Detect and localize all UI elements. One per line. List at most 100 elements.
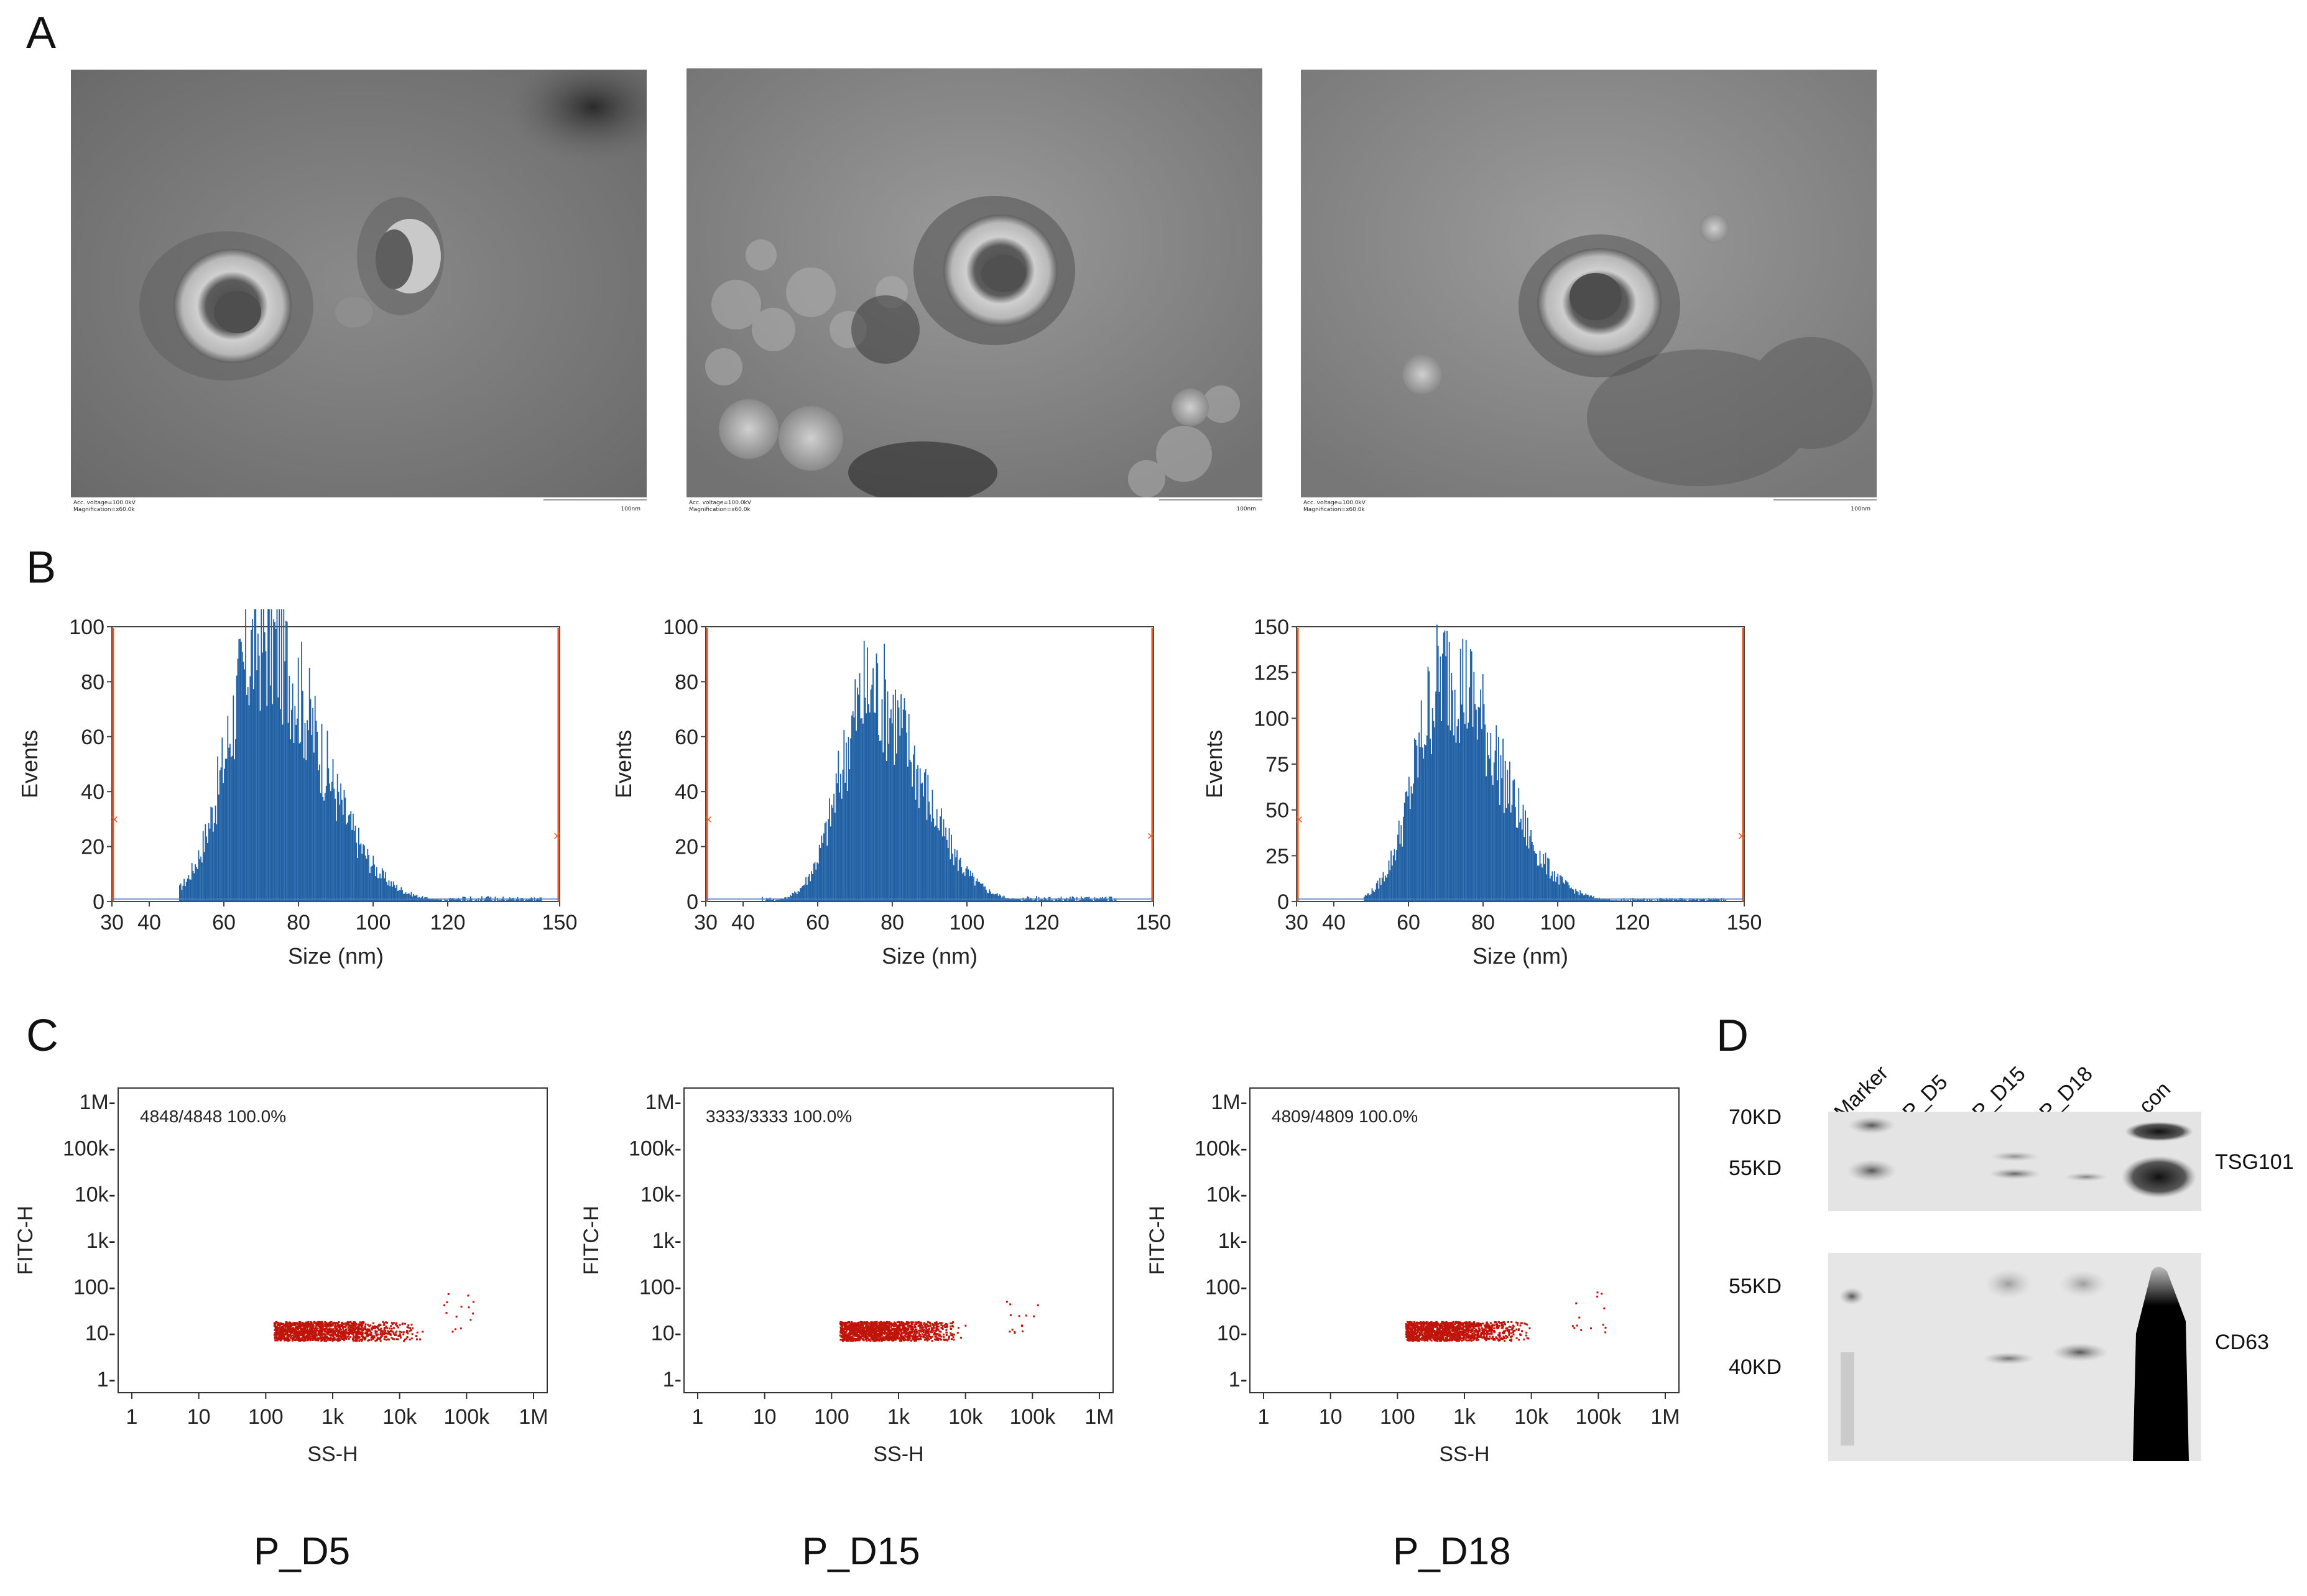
histogram-bar [983,886,985,902]
event-dot [923,1329,926,1331]
event-dot [346,1331,348,1334]
event-dot [284,1322,287,1325]
event-dot [313,1334,316,1336]
event-dot-outlier [1021,1325,1024,1327]
histogram-bar [927,775,929,902]
gate-marker-left: × [1295,811,1303,827]
event-dot [1492,1335,1494,1338]
event-dot [862,1331,864,1333]
histogram-bar [952,853,953,902]
histogram-bar [207,842,208,902]
event-dot [343,1336,346,1339]
histogram-bar [453,898,455,902]
histogram-bar [409,893,410,902]
event-dot [372,1327,374,1329]
histogram-bar [1582,893,1583,902]
histogram-bar [1528,848,1530,902]
y-tick-label: 1M- [645,1091,682,1114]
event-dot [880,1337,882,1339]
event-dot [862,1338,864,1340]
histogram-bar [414,895,415,902]
event-dot [867,1337,870,1340]
histogram-bar [381,868,383,902]
histogram-bar [980,883,981,902]
tem-caption-1: Acc. voltage=100.0kV Magnification=x60.0… [73,500,136,514]
histogram-bar [1554,871,1555,902]
histogram-bar [1103,898,1104,902]
event-dot [895,1335,898,1337]
event-dot [1467,1339,1469,1342]
histogram-bar [1511,805,1513,902]
event-dot [876,1339,878,1342]
histogram-bar [1666,898,1667,902]
histogram-bar [1096,897,1098,902]
event-dot [912,1335,914,1337]
event-dot [931,1339,933,1342]
histogram-bar [858,694,859,902]
histogram-bar [798,892,800,902]
histogram-bar [919,768,921,902]
event-dot [355,1326,358,1329]
histogram-bar [1510,812,1512,902]
event-dot [866,1335,869,1338]
event-dot [1417,1331,1419,1333]
event-dot [376,1334,378,1337]
event-dot [865,1331,867,1334]
histogram-bar [1395,860,1397,902]
event-dot [1454,1330,1456,1332]
event-dot [923,1339,926,1341]
histogram-bar [364,856,366,902]
event-dot [870,1332,872,1334]
event-dot [840,1324,843,1326]
histogram-bar [1430,739,1431,902]
event-dot [1486,1333,1489,1335]
event-dot [364,1325,366,1327]
event-dot [945,1322,948,1325]
event-dot [1523,1338,1525,1340]
event-dot [869,1323,872,1326]
event-dot [284,1333,286,1335]
event-dot [917,1335,919,1338]
histogram-bar [1567,882,1569,902]
event-dot [917,1338,920,1340]
event-dot [384,1329,387,1332]
event-dot [933,1324,936,1326]
event-dot [1434,1326,1436,1328]
event-dot-outlier [454,1328,456,1331]
x-tick-label: 10 [753,1405,777,1429]
event-dot [311,1335,313,1338]
y-tick-label: 100k- [629,1137,682,1160]
histogram-bar [762,901,764,902]
event-dot [867,1331,869,1334]
event-dot [872,1321,874,1324]
event-dot [1425,1322,1427,1325]
event-dot [289,1324,291,1326]
histogram-bar [364,845,365,902]
histogram-bar [1392,855,1394,902]
histogram-bar [1386,877,1387,902]
event-dot-outlier [1014,1332,1016,1334]
histogram-bar [1420,747,1421,902]
histogram-bar [1364,895,1366,902]
event-dot [951,1333,954,1335]
event-dot [950,1332,952,1334]
histogram-bar [1018,899,1019,902]
event-dot [1486,1321,1488,1324]
histogram-bar [966,866,968,902]
tem-image-1: Acc. voltage=100.0kV Magnification=x60.0… [71,70,647,522]
histogram-bar [1556,877,1558,902]
event-dot [882,1324,884,1326]
histogram-bar [1676,899,1677,902]
event-dot [329,1323,331,1326]
event-dot-outlier [1018,1315,1020,1317]
event-dot [926,1323,928,1326]
histogram-bar [775,900,777,902]
event-dot [858,1339,860,1342]
histogram-bar [1078,900,1080,902]
event-dot [318,1327,321,1329]
event-dot [409,1327,412,1329]
event-dot-outlier [1009,1303,1012,1306]
histogram-bar [433,899,435,902]
event-dot [383,1322,386,1324]
histogram-bar [1515,807,1516,902]
